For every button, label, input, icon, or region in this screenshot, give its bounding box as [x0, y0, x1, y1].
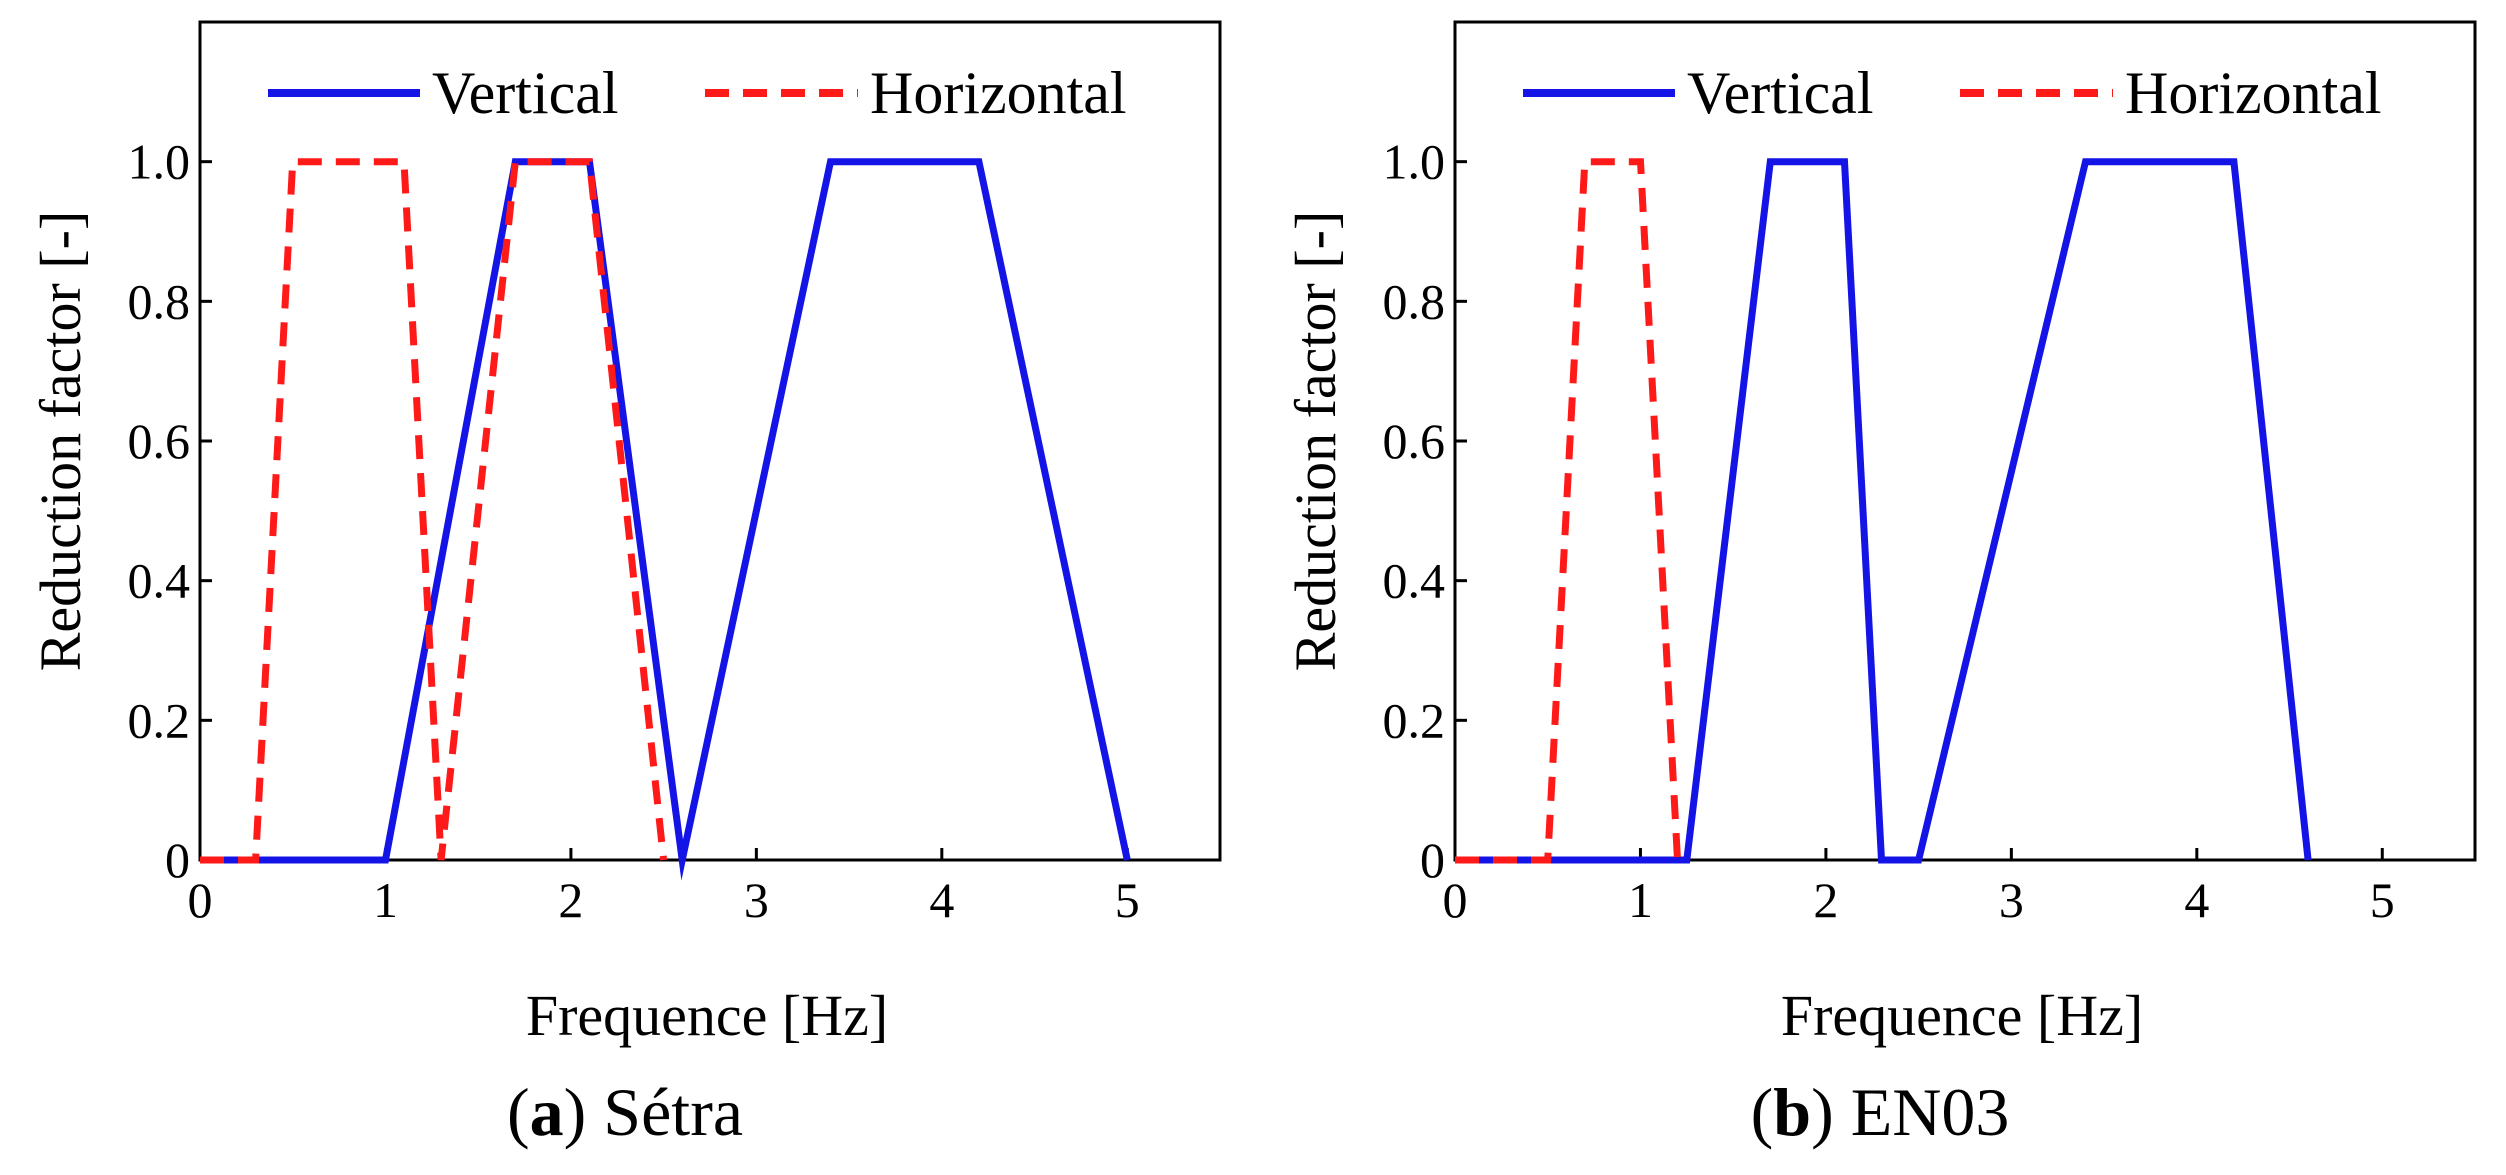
panel-b-legend-vertical-label: Vertical [1687, 60, 1874, 126]
panel-a-xlabel: Frequence [Hz] [526, 983, 888, 1048]
panel-b-legend-horizontal-label: Horizontal [2125, 60, 2382, 126]
panel-b-series [1455, 158, 2312, 864]
panel-b-xlabel: Frequence [Hz] [1781, 983, 2143, 1048]
panel-b-ytick-label: 0.2 [1383, 692, 1446, 748]
panel-a-xticks: 0 1 2 3 4 5 [188, 848, 1140, 928]
panel-b-series-vertical-line [1455, 158, 2312, 864]
panel-b-xtick-label: 3 [1999, 872, 2024, 928]
panel-b-ytick-label: 0 [1420, 832, 1445, 888]
panel-a: 0 0.2 0.4 0.6 0.8 1.0 0 1 2 3 4 5 Vertical Horizon… [28, 20, 1222, 1150]
panel-a-series-vertical-line [200, 158, 1131, 881]
panel-a-xtick-label: 1 [373, 872, 398, 928]
panel-b-series-horizontal-line [1455, 158, 1681, 864]
panel-a-ytick-label: 0 [165, 832, 190, 888]
panel-a-xtick-label: 3 [744, 872, 769, 928]
panel-a-ytick-label: 1.0 [128, 134, 191, 190]
panel-b-caption: (b) EN03 [1751, 1074, 2010, 1150]
panel-a-ytick-label: 0.2 [128, 692, 191, 748]
panel-b-xtick-label: 4 [2184, 872, 2209, 928]
panel-a-yticks: 0 0.2 0.4 0.6 0.8 1.0 [128, 134, 212, 888]
panel-a-ytick-label: 0.6 [128, 413, 191, 469]
panel-a-ytick-label: 0.4 [128, 553, 191, 609]
panel-b-xtick-label: 0 [1443, 872, 1468, 928]
panel-a-legend-vertical-label: Vertical [432, 60, 619, 126]
panel-a-xtick-label: 4 [929, 872, 954, 928]
panel-b-xtick-label: 2 [1813, 872, 1838, 928]
panel-b: 0 0.2 0.4 0.6 0.8 1.0 0 1 2 3 4 5 Vertical Horizon… [1283, 20, 2477, 1150]
panel-b-xticks: 0 1 2 3 4 5 [1443, 848, 2395, 928]
panel-b-plot-frame [1453, 20, 2477, 862]
panel-b-xtick-label: 5 [2370, 872, 2395, 928]
panel-b-caption-text: EN03 [1851, 1074, 2010, 1150]
panel-a-series [200, 158, 1131, 881]
panel-a-caption-letter: a [530, 1074, 564, 1150]
panel-a-ylabel: Reduction factor [-] [28, 211, 93, 672]
panel-a-xtick-label: 0 [188, 872, 213, 928]
panel-a-xtick-label: 5 [1115, 872, 1140, 928]
panel-a-caption: (a) Sétra [507, 1074, 743, 1150]
panel-a-caption-text: Sétra [603, 1074, 743, 1150]
panel-b-caption-letter: b [1773, 1074, 1811, 1150]
panel-b-yticks: 0 0.2 0.4 0.6 0.8 1.0 [1383, 134, 1467, 888]
panel-a-legend-horizontal-label: Horizontal [870, 60, 1127, 126]
panel-b-ytick-label: 0.4 [1383, 553, 1446, 609]
panel-b-ylabel: Reduction factor [-] [1283, 211, 1348, 672]
panel-b-legend: Vertical Horizontal [1523, 60, 2382, 126]
panel-a-xtick-label: 2 [558, 872, 583, 928]
panel-a-ytick-label: 0.8 [128, 273, 191, 329]
panel-b-xtick-label: 1 [1628, 872, 1653, 928]
panel-b-ytick-label: 0.8 [1383, 273, 1446, 329]
panel-b-ytick-label: 1.0 [1383, 134, 1446, 190]
panel-a-series-horizontal-line [200, 158, 668, 864]
panel-b-ytick-label: 0.6 [1383, 413, 1446, 469]
panel-a-legend: Vertical Horizontal [268, 60, 1127, 126]
